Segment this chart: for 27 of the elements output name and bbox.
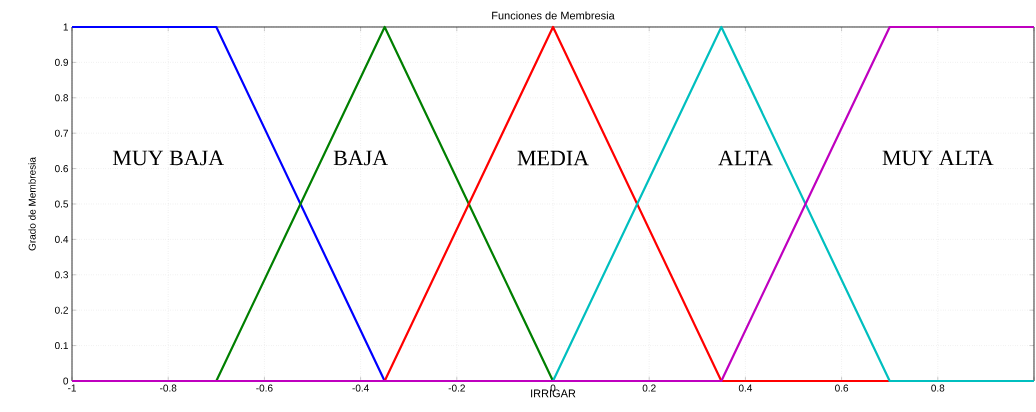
y-tick-label: 0.1 (54, 342, 68, 350)
x-tick-label: 0.6 (835, 384, 849, 392)
chart-title: Funciones de Membresia (492, 11, 615, 20)
annotation: MEDIA (517, 150, 589, 166)
y-tick-label: 0.6 (54, 165, 69, 173)
x-tick-label: -0.4 (352, 384, 369, 392)
annotation: MUY ALTA (882, 150, 994, 166)
y-tick-label: 0.4 (54, 235, 69, 243)
y-tick-label: 0.2 (54, 306, 68, 314)
x-tick-label: -0.2 (448, 384, 465, 392)
y-tick-label: 0.3 (54, 271, 69, 279)
y-tick-label: 0 (63, 377, 69, 385)
annotation: ALTA (718, 150, 773, 166)
x-tick-label: -0.8 (160, 384, 177, 392)
annotation: BAJA (333, 150, 388, 166)
y-tick-label: 0.9 (54, 58, 69, 66)
y-tick-label: 0.5 (54, 200, 69, 208)
x-tick-label: 0.2 (642, 384, 656, 392)
y-tick-label: 1 (63, 23, 68, 31)
annotation: MUY BAJA (112, 150, 224, 166)
x-tick-label: -1 (68, 384, 76, 392)
x-tick-label: -0.6 (256, 384, 273, 392)
y-tick-label: 0.8 (54, 94, 69, 102)
y-tick-label: 0.7 (54, 129, 68, 137)
x-tick-label: 0.4 (738, 384, 753, 392)
y-axis-title: Grado de Membresia (28, 157, 36, 251)
x-tick-label: 0.8 (931, 384, 945, 392)
